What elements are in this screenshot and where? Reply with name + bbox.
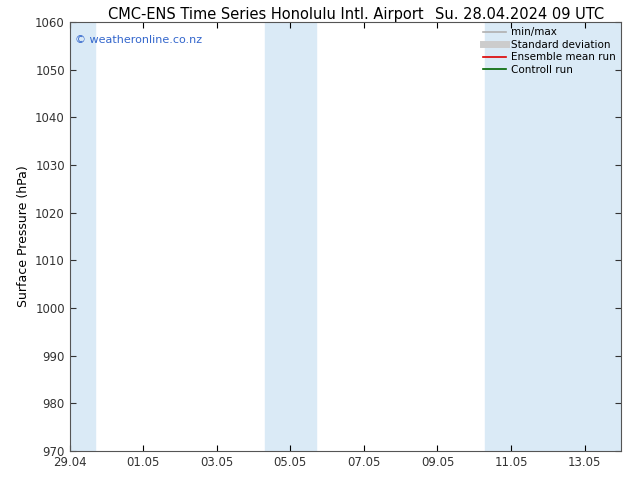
Text: © weatheronline.co.nz: © weatheronline.co.nz	[75, 35, 202, 45]
Bar	[68, 22, 96, 451]
Bar	[485, 22, 623, 451]
Legend: min/max, Standard deviation, Ensemble mean run, Controll run: min/max, Standard deviation, Ensemble me…	[483, 27, 616, 75]
Text: Su. 28.04.2024 09 UTC: Su. 28.04.2024 09 UTC	[436, 7, 604, 23]
Y-axis label: Surface Pressure (hPa): Surface Pressure (hPa)	[16, 166, 30, 307]
Text: CMC-ENS Time Series Honolulu Intl. Airport: CMC-ENS Time Series Honolulu Intl. Airpo…	[108, 7, 424, 23]
Bar	[264, 22, 316, 451]
